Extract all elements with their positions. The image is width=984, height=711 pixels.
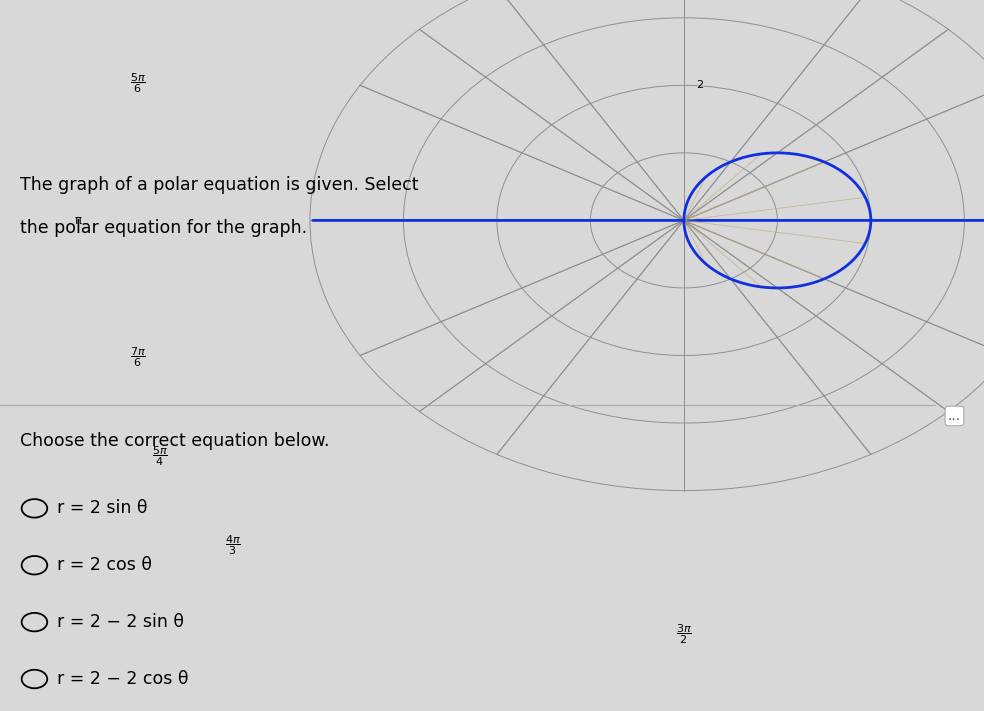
Text: Choose the correct equation below.: Choose the correct equation below. — [20, 432, 330, 450]
Text: 2: 2 — [696, 80, 703, 90]
Text: $\dfrac{3π}{2}$: $\dfrac{3π}{2}$ — [676, 623, 692, 646]
Text: $\dfrac{4π}{3}$: $\dfrac{4π}{3}$ — [225, 533, 241, 557]
Text: ...: ... — [948, 409, 961, 423]
Text: r = 2 cos θ: r = 2 cos θ — [57, 556, 153, 574]
Text: $\dfrac{5π}{6}$: $\dfrac{5π}{6}$ — [130, 72, 146, 95]
Text: $\dfrac{5π}{4}$: $\dfrac{5π}{4}$ — [153, 444, 168, 468]
Text: $\dfrac{7π}{6}$: $\dfrac{7π}{6}$ — [130, 346, 146, 369]
Text: the polar equation for the graph.: the polar equation for the graph. — [20, 218, 307, 237]
Text: r = 2 − 2 sin θ: r = 2 − 2 sin θ — [57, 613, 184, 631]
Text: The graph of a polar equation is given. Select: The graph of a polar equation is given. … — [20, 176, 418, 194]
Text: r = 2 − 2 cos θ: r = 2 − 2 cos θ — [57, 670, 189, 688]
Text: π: π — [75, 214, 82, 227]
Text: r = 2 sin θ: r = 2 sin θ — [57, 499, 148, 518]
